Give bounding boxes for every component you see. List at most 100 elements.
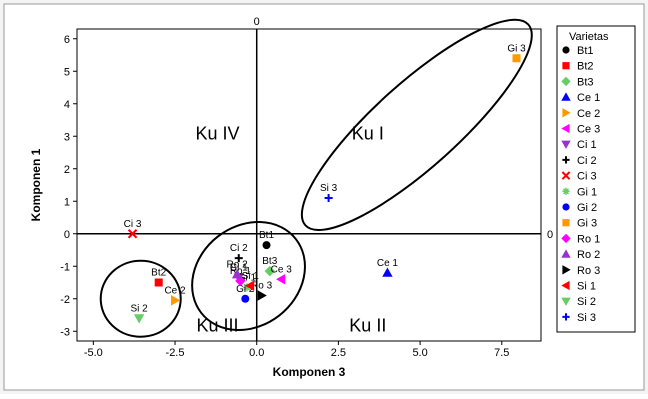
x-tick-label: 2.5 bbox=[331, 347, 346, 359]
y-tick-label: 1 bbox=[64, 196, 70, 208]
legend-entry-gi1: Gi 1 bbox=[577, 186, 597, 198]
legend-marker-ro3 bbox=[562, 265, 571, 275]
data-label-si2: Si 2 bbox=[130, 303, 148, 314]
legend-marker-gi1 bbox=[562, 187, 570, 195]
data-label-si1: Si 1 bbox=[242, 271, 260, 282]
quadrant-label: Ku III bbox=[196, 315, 238, 335]
legend-marker-si2 bbox=[561, 297, 571, 306]
legend-entry-ci1: Ci 1 bbox=[577, 139, 597, 151]
data-point-gi1 bbox=[242, 283, 251, 292]
data-label-gi1: Gi 1 bbox=[238, 272, 257, 283]
x-tick-label: 5.0 bbox=[412, 347, 427, 359]
data-point-ro2 bbox=[231, 269, 243, 279]
reference-lines: 00 bbox=[77, 16, 553, 341]
y-axis-label: Komponen 1 bbox=[29, 148, 43, 221]
legend-entry-ci3: Ci 3 bbox=[577, 171, 597, 183]
x-axis-label: Komponen 3 bbox=[273, 365, 346, 379]
data-label-bt3: Bt3 bbox=[262, 256, 277, 267]
data-point-si3 bbox=[324, 194, 333, 202]
legend-entry-ce2: Ce 2 bbox=[577, 108, 600, 120]
data-point-ce2 bbox=[171, 295, 181, 306]
y-tick-label: -1 bbox=[60, 261, 70, 273]
x-tick-label: -5.0 bbox=[84, 347, 103, 359]
y-tick-label: 5 bbox=[64, 66, 70, 78]
legend-marker-gi2 bbox=[562, 203, 570, 211]
legend-marker-ce1 bbox=[561, 92, 571, 101]
legend-box bbox=[556, 25, 636, 333]
legend-marker-ci3 bbox=[561, 171, 571, 180]
data-label-ro3: Ro 3 bbox=[251, 281, 273, 292]
legend-entry-gi3: Gi 3 bbox=[577, 218, 597, 230]
data-point-bt2 bbox=[154, 278, 163, 287]
data-label-ce1: Ce 1 bbox=[377, 258, 399, 269]
quadrant-label: Ku IV bbox=[195, 124, 239, 144]
y-tick-label: 4 bbox=[64, 99, 70, 111]
data-point-gi2 bbox=[241, 294, 250, 303]
plot-area bbox=[76, 28, 542, 342]
x-tick-label: -2.5 bbox=[166, 347, 185, 359]
legend-marker-gi3 bbox=[562, 219, 570, 227]
data-label-ci1: Ci 1 bbox=[230, 263, 248, 274]
quadrant-labels: Ku I Ku II Ku III Ku IV bbox=[195, 124, 386, 336]
data-point-ci2 bbox=[234, 254, 243, 263]
legend-entry-ro2: Ro 2 bbox=[577, 249, 600, 261]
data-label-ci2: Ci 2 bbox=[230, 243, 248, 254]
legend-entry-gi2: Gi 2 bbox=[577, 202, 597, 214]
data-label-ro2: Ro 2 bbox=[227, 259, 249, 270]
legend-entry-ce3: Ce 3 bbox=[577, 124, 600, 136]
legend-entry-bt2: Bt2 bbox=[577, 61, 594, 73]
legend-entry-bt1: Bt1 bbox=[577, 45, 594, 57]
legend-entry-bt3: Bt3 bbox=[577, 76, 594, 88]
y-tick-label: 6 bbox=[64, 34, 70, 46]
data-point-ci3 bbox=[127, 229, 138, 239]
legend-entry-si3: Si 3 bbox=[577, 312, 596, 324]
data-label-ce3: Ce 3 bbox=[271, 264, 293, 275]
legend-marker-si3 bbox=[562, 313, 570, 321]
legend-marker-ce2 bbox=[562, 108, 571, 118]
data-label-bt2: Bt2 bbox=[151, 268, 166, 279]
legend-marker-bt2 bbox=[562, 62, 570, 70]
legend-entry-si2: Si 2 bbox=[577, 296, 596, 308]
group-ellipse-3 bbox=[99, 259, 182, 338]
legend-marker-ro2 bbox=[561, 249, 571, 258]
y-tick-label: -2 bbox=[60, 294, 70, 306]
legend-entry-ro1: Ro 1 bbox=[577, 233, 600, 245]
y-tick-label: 2 bbox=[64, 164, 70, 176]
data-point-gi3 bbox=[512, 54, 521, 63]
data-point-ce1 bbox=[382, 267, 393, 277]
data-point-ro3 bbox=[257, 290, 267, 301]
legend-marker-ro1 bbox=[561, 233, 571, 244]
quadrant-label: Ku II bbox=[349, 315, 386, 335]
legend-marker-ci1 bbox=[561, 140, 571, 149]
group-ellipses bbox=[99, 18, 533, 338]
legend-entry-ce1: Ce 1 bbox=[577, 92, 600, 104]
data-point-si1 bbox=[244, 280, 255, 291]
data-label-ce2: Ce 2 bbox=[164, 285, 186, 296]
data-label-ro1: Ro 1 bbox=[230, 266, 252, 277]
data-label-bt1: Bt1 bbox=[259, 230, 274, 241]
data-label-si3: Si 3 bbox=[320, 183, 338, 194]
legend-entry-si1: Si 1 bbox=[577, 281, 596, 293]
legend-marker-bt1 bbox=[562, 46, 570, 54]
x-tick-label: 0.0 bbox=[249, 347, 264, 359]
legend: Varietas Bt1 Bt2 Bt3 Ce 1 Ce 2 Ce 3 Ci 1 Ci 2 Ci … bbox=[556, 25, 636, 333]
group-ellipse-1 bbox=[300, 18, 533, 231]
vertical-zero-label: 0 bbox=[254, 16, 260, 28]
data-label-gi2: Gi 2 bbox=[236, 284, 255, 295]
data-points: Bt1 Bt2 Bt3 Ce 1 Ce 2 Ce 3 Ci 1 Ci 2 Ci 3 Gi 1Gi … bbox=[124, 43, 526, 324]
y-tick-label: 3 bbox=[64, 131, 70, 143]
legend-marker-si1 bbox=[561, 280, 570, 291]
data-point-ro1 bbox=[235, 275, 246, 287]
legend-marker-ce3 bbox=[561, 123, 570, 134]
data-point-bt3 bbox=[264, 265, 275, 277]
data-point-ce3 bbox=[276, 274, 286, 285]
data-label-ci3: Ci 3 bbox=[124, 219, 142, 230]
y-tick-label: -3 bbox=[60, 326, 70, 338]
legend-title: Varietas bbox=[569, 31, 609, 43]
y-tick-label: 0 bbox=[64, 229, 70, 241]
legend-marker-ci2 bbox=[562, 156, 570, 164]
group-ellipse-2 bbox=[191, 220, 306, 332]
horizontal-zero-label: 0 bbox=[547, 229, 553, 241]
